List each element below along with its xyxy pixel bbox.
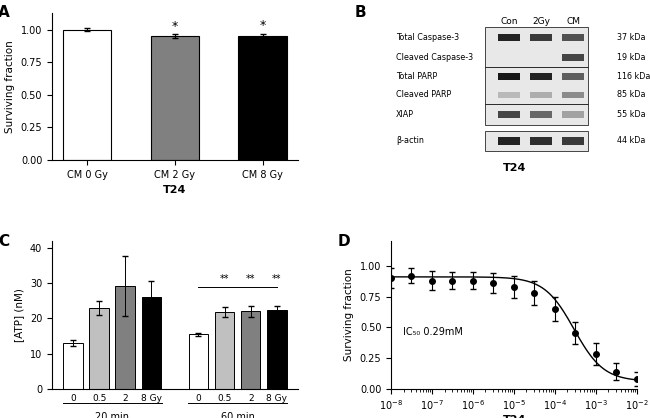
Bar: [498, 111, 520, 118]
Bar: [116, 286, 135, 389]
Text: *: *: [172, 20, 178, 33]
Y-axis label: Surviving fraction: Surviving fraction: [344, 269, 354, 361]
Bar: [498, 137, 520, 145]
Text: 116 kDa: 116 kDa: [618, 72, 650, 81]
Text: Total PARP: Total PARP: [396, 72, 437, 81]
Text: *: *: [259, 19, 266, 32]
Bar: [498, 54, 520, 61]
Text: C: C: [0, 234, 9, 249]
Text: 2Gy: 2Gy: [532, 17, 550, 26]
Text: Cleaved PARP: Cleaved PARP: [396, 90, 451, 99]
Text: B: B: [354, 5, 366, 20]
Text: **: **: [220, 274, 229, 284]
Bar: [530, 111, 552, 118]
Text: β-actin: β-actin: [396, 136, 424, 145]
Text: 44 kDa: 44 kDa: [618, 136, 645, 145]
Text: 37 kDa: 37 kDa: [618, 33, 646, 42]
X-axis label: T24: T24: [163, 185, 187, 195]
Bar: [530, 73, 552, 79]
Text: CM: CM: [566, 17, 580, 26]
Bar: [214, 312, 235, 389]
Bar: [151, 36, 199, 160]
Bar: [562, 54, 584, 61]
Bar: [530, 137, 552, 145]
Text: T24: T24: [502, 163, 526, 173]
Bar: [562, 111, 584, 118]
Bar: [485, 67, 588, 104]
Text: Total Caspase-3: Total Caspase-3: [396, 33, 460, 42]
Bar: [239, 36, 287, 160]
Bar: [485, 130, 588, 151]
Text: Cleaved Caspase-3: Cleaved Caspase-3: [396, 53, 473, 62]
Bar: [63, 343, 83, 389]
Bar: [142, 297, 161, 389]
Text: D: D: [337, 234, 350, 249]
Bar: [498, 73, 520, 79]
Bar: [562, 92, 584, 98]
Y-axis label: Surviving fraction: Surviving fraction: [5, 40, 15, 133]
Bar: [562, 137, 584, 145]
Bar: [485, 27, 588, 67]
Bar: [241, 311, 261, 389]
Text: 19 kDa: 19 kDa: [618, 53, 646, 62]
Text: T24: T24: [502, 415, 526, 418]
Bar: [562, 34, 584, 41]
Bar: [530, 34, 552, 41]
Text: Con: Con: [500, 17, 518, 26]
Bar: [498, 34, 520, 41]
Text: A: A: [0, 5, 10, 20]
Bar: [485, 104, 588, 125]
Text: 60 min: 60 min: [221, 412, 255, 418]
Bar: [498, 92, 520, 98]
Bar: [530, 54, 552, 61]
Text: 55 kDa: 55 kDa: [618, 110, 646, 119]
Text: IC₅₀ 0.29mM: IC₅₀ 0.29mM: [404, 327, 463, 337]
Text: 20 min: 20 min: [95, 412, 129, 418]
Text: XIAP: XIAP: [396, 110, 414, 119]
Bar: [562, 73, 584, 79]
Bar: [188, 334, 208, 389]
Bar: [267, 311, 287, 389]
Text: **: **: [246, 274, 255, 284]
Bar: [89, 308, 109, 389]
Text: **: **: [272, 274, 281, 284]
Bar: [63, 30, 111, 160]
Text: 85 kDa: 85 kDa: [618, 90, 646, 99]
Bar: [530, 92, 552, 98]
Y-axis label: [ATP] (nM): [ATP] (nM): [14, 288, 24, 342]
